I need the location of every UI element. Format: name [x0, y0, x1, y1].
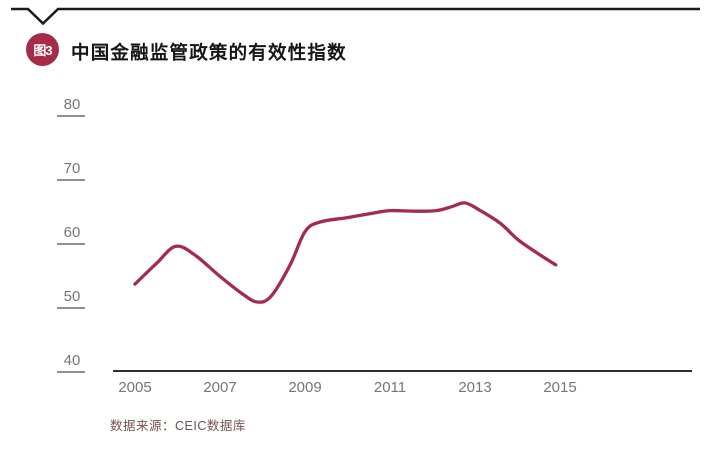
x-tick-label: 2015 [543, 379, 577, 396]
y-tick-underline [57, 178, 85, 181]
x-axis-line [113, 370, 692, 372]
y-tick-label: 70 [63, 159, 81, 177]
x-tick-label: 2013 [458, 379, 492, 396]
top-rule-decoration [11, 7, 700, 26]
x-tick-label: 2009 [288, 379, 322, 396]
y-tick-label: 40 [63, 351, 81, 369]
y-tick-underline [57, 370, 85, 373]
index-line-series [133, 201, 558, 304]
figure-badge: 图3 [26, 33, 59, 66]
y-tick-underline [57, 114, 85, 117]
y-tick-label: 80 [63, 95, 81, 113]
y-tick-label: 50 [63, 287, 81, 305]
y-tick-underline [57, 306, 85, 309]
y-tick-underline [57, 242, 85, 245]
y-tick-label: 60 [63, 223, 81, 241]
figure-title: 中国金融监管政策的有效性指数 [71, 42, 347, 63]
x-tick-label: 2011 [373, 379, 407, 396]
x-tick-label: 2005 [118, 379, 152, 396]
source-note: 数据来源：CEIC数据库 [110, 419, 246, 433]
x-tick-label: 2007 [203, 379, 237, 396]
